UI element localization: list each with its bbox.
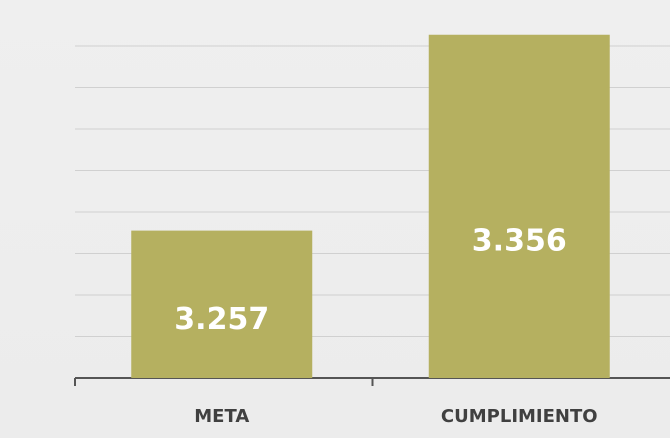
category-label-cumplimiento: CUMPLIMIENTO (441, 406, 598, 427)
data-label-cumplimiento: 3.356 (472, 224, 567, 259)
bar-meta (131, 230, 313, 378)
data-label-meta: 3.257 (174, 302, 269, 337)
category-label-meta: META (194, 406, 249, 427)
bar-cumplimiento (428, 34, 610, 379)
